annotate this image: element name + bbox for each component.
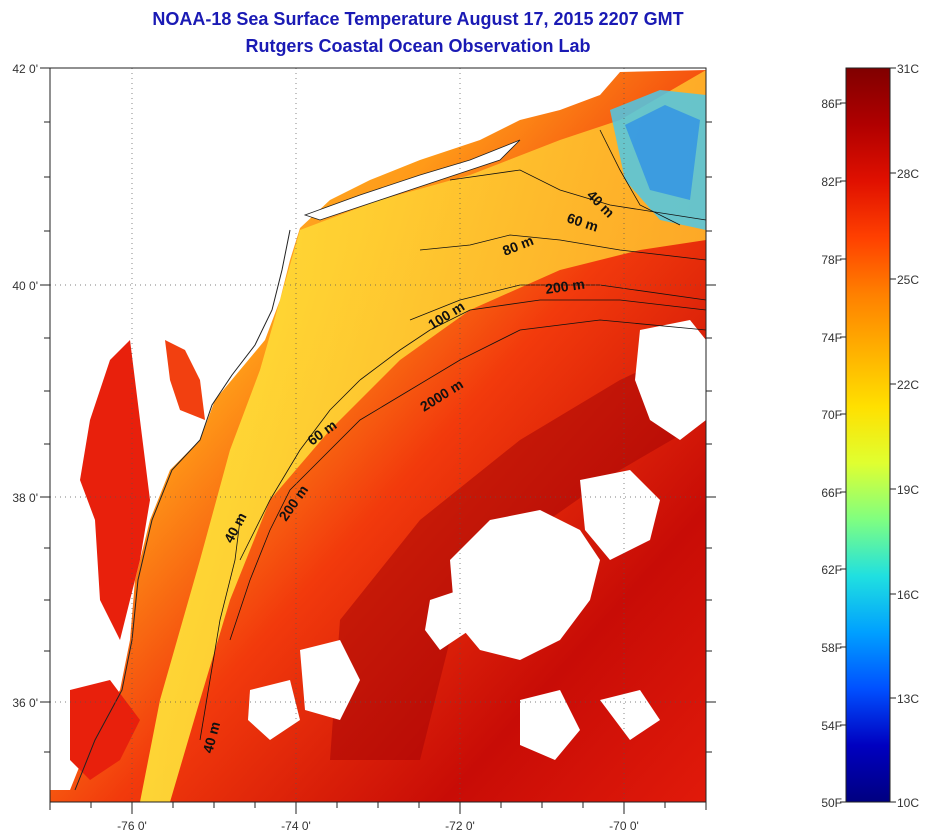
gulf-stream bbox=[330, 340, 706, 760]
colorbar-fahrenheit-label: 62F bbox=[821, 563, 842, 577]
colorbar-ticks bbox=[840, 67, 896, 803]
contour-100m bbox=[359, 299, 706, 381]
colorbar-celsius-label: 31C bbox=[897, 62, 919, 76]
contour-2000m bbox=[309, 319, 706, 471]
cold-water-core bbox=[625, 105, 700, 200]
cloud-patch bbox=[520, 690, 580, 760]
lat-tick-label: 36 0' bbox=[12, 696, 38, 710]
cloud-patch bbox=[300, 640, 360, 720]
lat-tick-label: 42 0' bbox=[12, 62, 38, 76]
colorbar-fahrenheit-label: 54F bbox=[821, 719, 842, 733]
lon-tick-label: -72 0' bbox=[445, 819, 475, 832]
map-title: NOAA-18 Sea Surface Temperature August 1… bbox=[152, 9, 684, 29]
contour-80m bbox=[419, 234, 706, 261]
colorbar-celsius-label: 19C bbox=[897, 483, 919, 497]
axis-ticks bbox=[40, 67, 716, 814]
cloud-patch bbox=[580, 470, 660, 560]
contour-60m-south bbox=[239, 379, 361, 561]
colorbar-fahrenheit-label: 70F bbox=[821, 408, 842, 422]
coastline bbox=[74, 229, 291, 791]
contour-label: 200 m bbox=[544, 276, 586, 297]
colorbar-fahrenheit-label: 74F bbox=[821, 331, 842, 345]
colorbar-fahrenheit-label: 86F bbox=[821, 97, 842, 111]
chesapeake-bay bbox=[80, 340, 150, 640]
lon-tick-label: -70 0' bbox=[609, 819, 639, 832]
colorbar-fahrenheit-label: 66F bbox=[821, 486, 842, 500]
colorbar-fahrenheit-label: 50F bbox=[821, 796, 842, 810]
contour-60m-north bbox=[449, 169, 706, 221]
lon-tick-label: -76 0' bbox=[117, 819, 147, 832]
colorbar-celsius-label: 25C bbox=[897, 273, 919, 287]
cloud-patch bbox=[425, 590, 470, 650]
pamlico-sound bbox=[70, 680, 140, 780]
colorbar-celsius-label: 16C bbox=[897, 588, 919, 602]
colorbar-celsius-label: 22C bbox=[897, 378, 919, 392]
colorbar-celsius-label: 13C bbox=[897, 692, 919, 706]
cloud-patch bbox=[450, 510, 600, 660]
colorbar bbox=[845, 67, 891, 803]
colorbar-fahrenheit-label: 82F bbox=[821, 175, 842, 189]
lat-tick-label: 38 0' bbox=[12, 491, 38, 505]
contour-40m-south bbox=[199, 519, 241, 741]
contour-200m-south bbox=[229, 469, 311, 641]
sst-raster bbox=[50, 68, 706, 802]
colorbar-celsius-label: 28C bbox=[897, 167, 919, 181]
colorbar-celsius-label: 10C bbox=[897, 796, 919, 810]
map-subtitle: Rutgers Coastal Ocean Observation Lab bbox=[245, 36, 591, 56]
cloud-patch bbox=[635, 320, 706, 440]
lon-tick-label: -74 0' bbox=[281, 819, 311, 832]
long-island bbox=[303, 139, 521, 221]
colorbar-fahrenheit-label: 58F bbox=[821, 641, 842, 655]
cloud-patch bbox=[600, 690, 660, 740]
delaware-bay bbox=[165, 340, 205, 420]
cloud-patch bbox=[248, 680, 300, 740]
land-mass bbox=[50, 68, 706, 790]
colorbar-fahrenheit-label: 78F bbox=[821, 253, 842, 267]
shelf-warm-water bbox=[140, 70, 706, 802]
contour-40m-north bbox=[599, 129, 681, 226]
contour-label: 40 m bbox=[199, 720, 223, 755]
lat-tick-label: 40 0' bbox=[12, 279, 38, 293]
